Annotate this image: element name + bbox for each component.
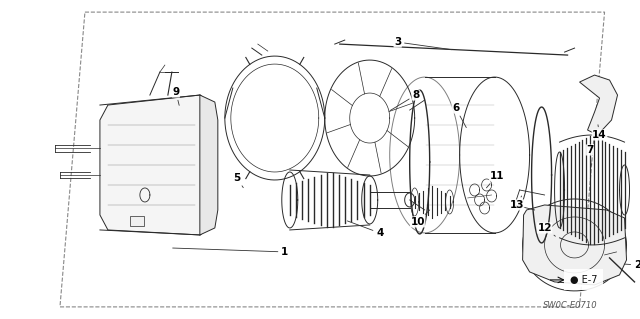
Text: 12: 12	[538, 223, 556, 236]
Text: SW0C-E0710: SW0C-E0710	[543, 301, 598, 310]
Polygon shape	[580, 75, 618, 135]
Text: 5: 5	[233, 173, 243, 188]
Text: ● E-7: ● E-7	[570, 275, 597, 285]
Polygon shape	[100, 95, 210, 235]
Bar	[130, 216, 144, 226]
Text: 14: 14	[592, 125, 607, 140]
Text: 10: 10	[410, 210, 429, 227]
Polygon shape	[523, 205, 627, 285]
Text: 6: 6	[452, 103, 467, 128]
Text: 9: 9	[172, 87, 179, 105]
Text: 7: 7	[586, 145, 593, 165]
Text: 2: 2	[624, 260, 640, 270]
Text: 3: 3	[394, 37, 452, 50]
Text: 4: 4	[348, 221, 383, 238]
Text: 11: 11	[486, 171, 504, 188]
Polygon shape	[200, 95, 218, 235]
Text: 8: 8	[390, 90, 419, 111]
Text: 1: 1	[173, 247, 289, 257]
Text: 13: 13	[509, 196, 524, 210]
